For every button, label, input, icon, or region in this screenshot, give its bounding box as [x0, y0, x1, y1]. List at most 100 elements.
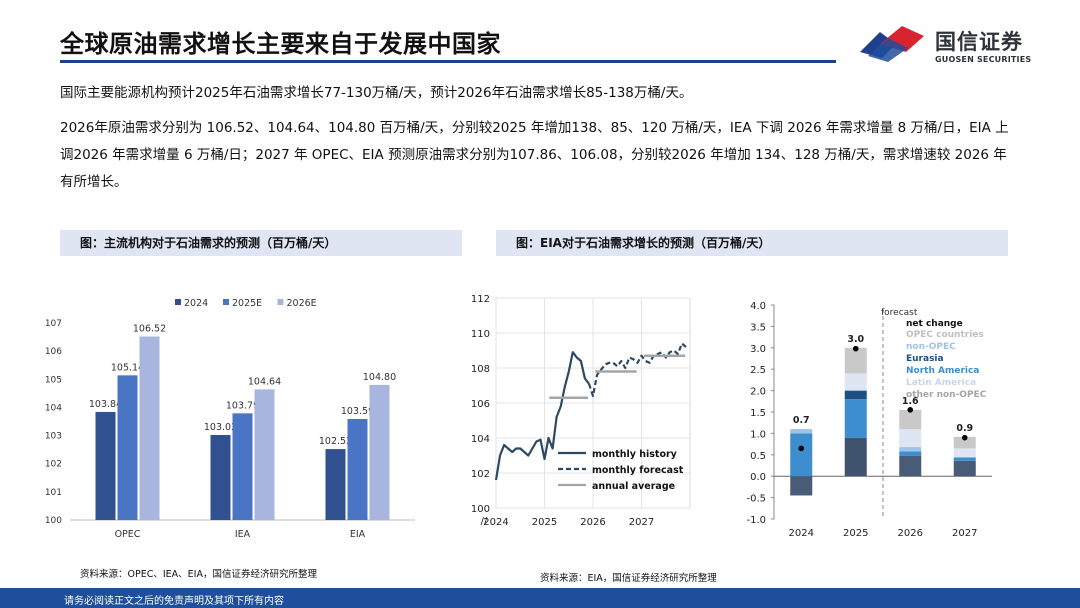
stack-segment-2025 — [844, 373, 867, 391]
x-tick-label: IEA — [235, 529, 251, 540]
paragraph-2: 2026年原油需求分别为 106.52、104.64、104.80 百万桶/天，… — [60, 120, 1009, 190]
bar-opec-2025e — [117, 375, 138, 520]
x-tick-label: 2026 — [898, 528, 923, 539]
stack-segment-2024 — [790, 433, 813, 477]
legend-label: 2025E — [232, 298, 262, 309]
legend-label: monthly history — [592, 449, 678, 460]
y-tick-label: 1.0 — [750, 429, 766, 440]
y-tick-label: 2.0 — [750, 387, 766, 398]
y-tick-label: -1.0 — [746, 515, 766, 526]
guosen-logo-icon — [860, 26, 924, 62]
bar-eia-2024 — [325, 449, 346, 520]
data-label: 104.64 — [248, 376, 281, 387]
bar-iea-2026e — [254, 389, 275, 520]
logo-subtext: GUOSEN SECURITIES — [935, 55, 1032, 64]
legend-label: monthly forecast — [592, 465, 684, 476]
stack-segment-2024 — [790, 476, 813, 496]
y-tick-label: 1.5 — [750, 408, 766, 419]
x-tick-label: 2026 — [580, 517, 605, 528]
data-label: 103.59 — [341, 406, 374, 417]
net-change-marker-2026 — [907, 407, 914, 413]
x-tick-label: 2027 — [629, 517, 654, 528]
forecast-label: forecast — [881, 308, 918, 318]
stack-segment-2027 — [953, 436, 976, 449]
y-tick-label: 102 — [45, 460, 62, 470]
y-tick-label: 3.0 — [750, 344, 766, 355]
stack-segment-2027 — [953, 448, 976, 458]
stack-segment-2026 — [899, 429, 922, 448]
y-tick-label: 110 — [471, 329, 490, 340]
legend-label: non-OPEC — [906, 342, 956, 352]
y-tick-label: 0.5 — [750, 451, 766, 462]
paragraph-1: 国际主要能源机构预计2025年石油需求增长77-130万桶/天，预计2026年石… — [60, 85, 693, 101]
data-label: 104.80 — [363, 372, 396, 383]
footer-bar — [0, 588, 1080, 608]
stack-segment-2026 — [899, 455, 922, 477]
x-tick-label: 2024 — [789, 528, 814, 539]
legend-title: net change — [906, 319, 963, 329]
legend-label: Eurasia — [906, 354, 944, 364]
x-tick-label: 2024 — [483, 517, 508, 528]
left-figure-caption: 图：主流机构对于石油需求的预测（百万桶/天） — [60, 230, 462, 256]
legend-swatch — [277, 299, 284, 305]
legend-label: annual average — [592, 481, 675, 492]
title-underline — [60, 60, 836, 63]
logo-text: 国信证券 — [935, 30, 1023, 54]
stack-segment-2026 — [899, 447, 922, 452]
x-tick-label: EIA — [350, 529, 366, 540]
legend-label: North America — [906, 366, 979, 376]
y-tick-label: 2.5 — [750, 365, 766, 376]
y-tick-label: 103 — [45, 432, 62, 442]
y-tick-label: 106 — [45, 347, 62, 357]
stack-segment-2025 — [844, 399, 867, 438]
footer-disclaimer: 请务必阅读正文之后的免责声明及其项下所有内容 — [64, 596, 284, 607]
net-change-label: 1.6 — [902, 396, 919, 407]
net-change-marker-2027 — [961, 434, 968, 441]
stack-segment-2026 — [899, 451, 922, 456]
legend-label: OPEC countries — [906, 330, 984, 340]
x-tick-label: 2025 — [532, 517, 557, 528]
bar-opec-2024 — [95, 411, 116, 520]
legend-label: 2024 — [184, 298, 208, 309]
y-tick-label: 112 — [471, 294, 490, 305]
right-source-note: 资料来源：EIA，国信证券经济研究所整理 — [540, 573, 717, 584]
stack-segment-2027 — [953, 460, 976, 477]
net-change-label: 0.7 — [793, 415, 810, 426]
bar-eia-2025e — [347, 418, 368, 520]
data-label: 103.84 — [89, 399, 122, 410]
stack-segment-2027 — [953, 457, 976, 461]
y-tick-label: -0.5 — [746, 494, 766, 505]
bar-eia-2026e — [369, 384, 390, 520]
net-change-marker-2025 — [852, 345, 859, 352]
legend-label: Latin America — [906, 378, 976, 388]
x-tick-label: 2027 — [952, 528, 977, 539]
data-label: 103.02 — [204, 422, 237, 433]
stack-segment-2025 — [844, 347, 867, 374]
data-label: 105.14 — [111, 362, 144, 373]
stack-segment-2025 — [844, 437, 867, 477]
legend-label: other non-OPEC — [906, 390, 987, 400]
stack-segment-2024 — [790, 429, 813, 434]
data-label: 102.52 — [319, 436, 352, 447]
data-label: 106.52 — [133, 324, 166, 335]
data-label: 103.79 — [226, 400, 259, 411]
net-change-label: 0.9 — [956, 423, 973, 434]
eia-demand-growth-stacked-chart: 4.0 3.5 3.0 2.5 2.0 1.5 1.0 0.5 0.0 -0.5 -1.0 forec… — [746, 301, 992, 539]
right-figure-caption: 图：EIA对于石油需求增长的预测（百万桶/天） — [496, 230, 1008, 256]
y-tick-label: 107 — [45, 319, 62, 329]
y-tick-label: 4.0 — [750, 301, 766, 312]
monthly-forecast-line — [587, 342, 687, 398]
stack-segment-2025 — [844, 390, 867, 400]
y-tick-label: 108 — [471, 364, 490, 375]
legend-swatch — [175, 299, 181, 305]
y-tick-label: 101 — [45, 488, 62, 498]
bar-opec-2026e — [139, 336, 160, 520]
y-tick-label: 0.0 — [750, 472, 766, 483]
bar-iea-2024 — [210, 435, 231, 520]
x-tick-label: 2025 — [843, 528, 868, 539]
legend-label: 2026E — [287, 298, 317, 309]
net-change-marker-2024 — [798, 445, 805, 452]
y-tick-label: 104 — [471, 434, 490, 445]
demand-forecast-bar-chart: 100 101 102 103 104 105 106 107 103.84 105.14 106.… — [45, 298, 415, 540]
net-change-label: 3.0 — [847, 334, 864, 345]
